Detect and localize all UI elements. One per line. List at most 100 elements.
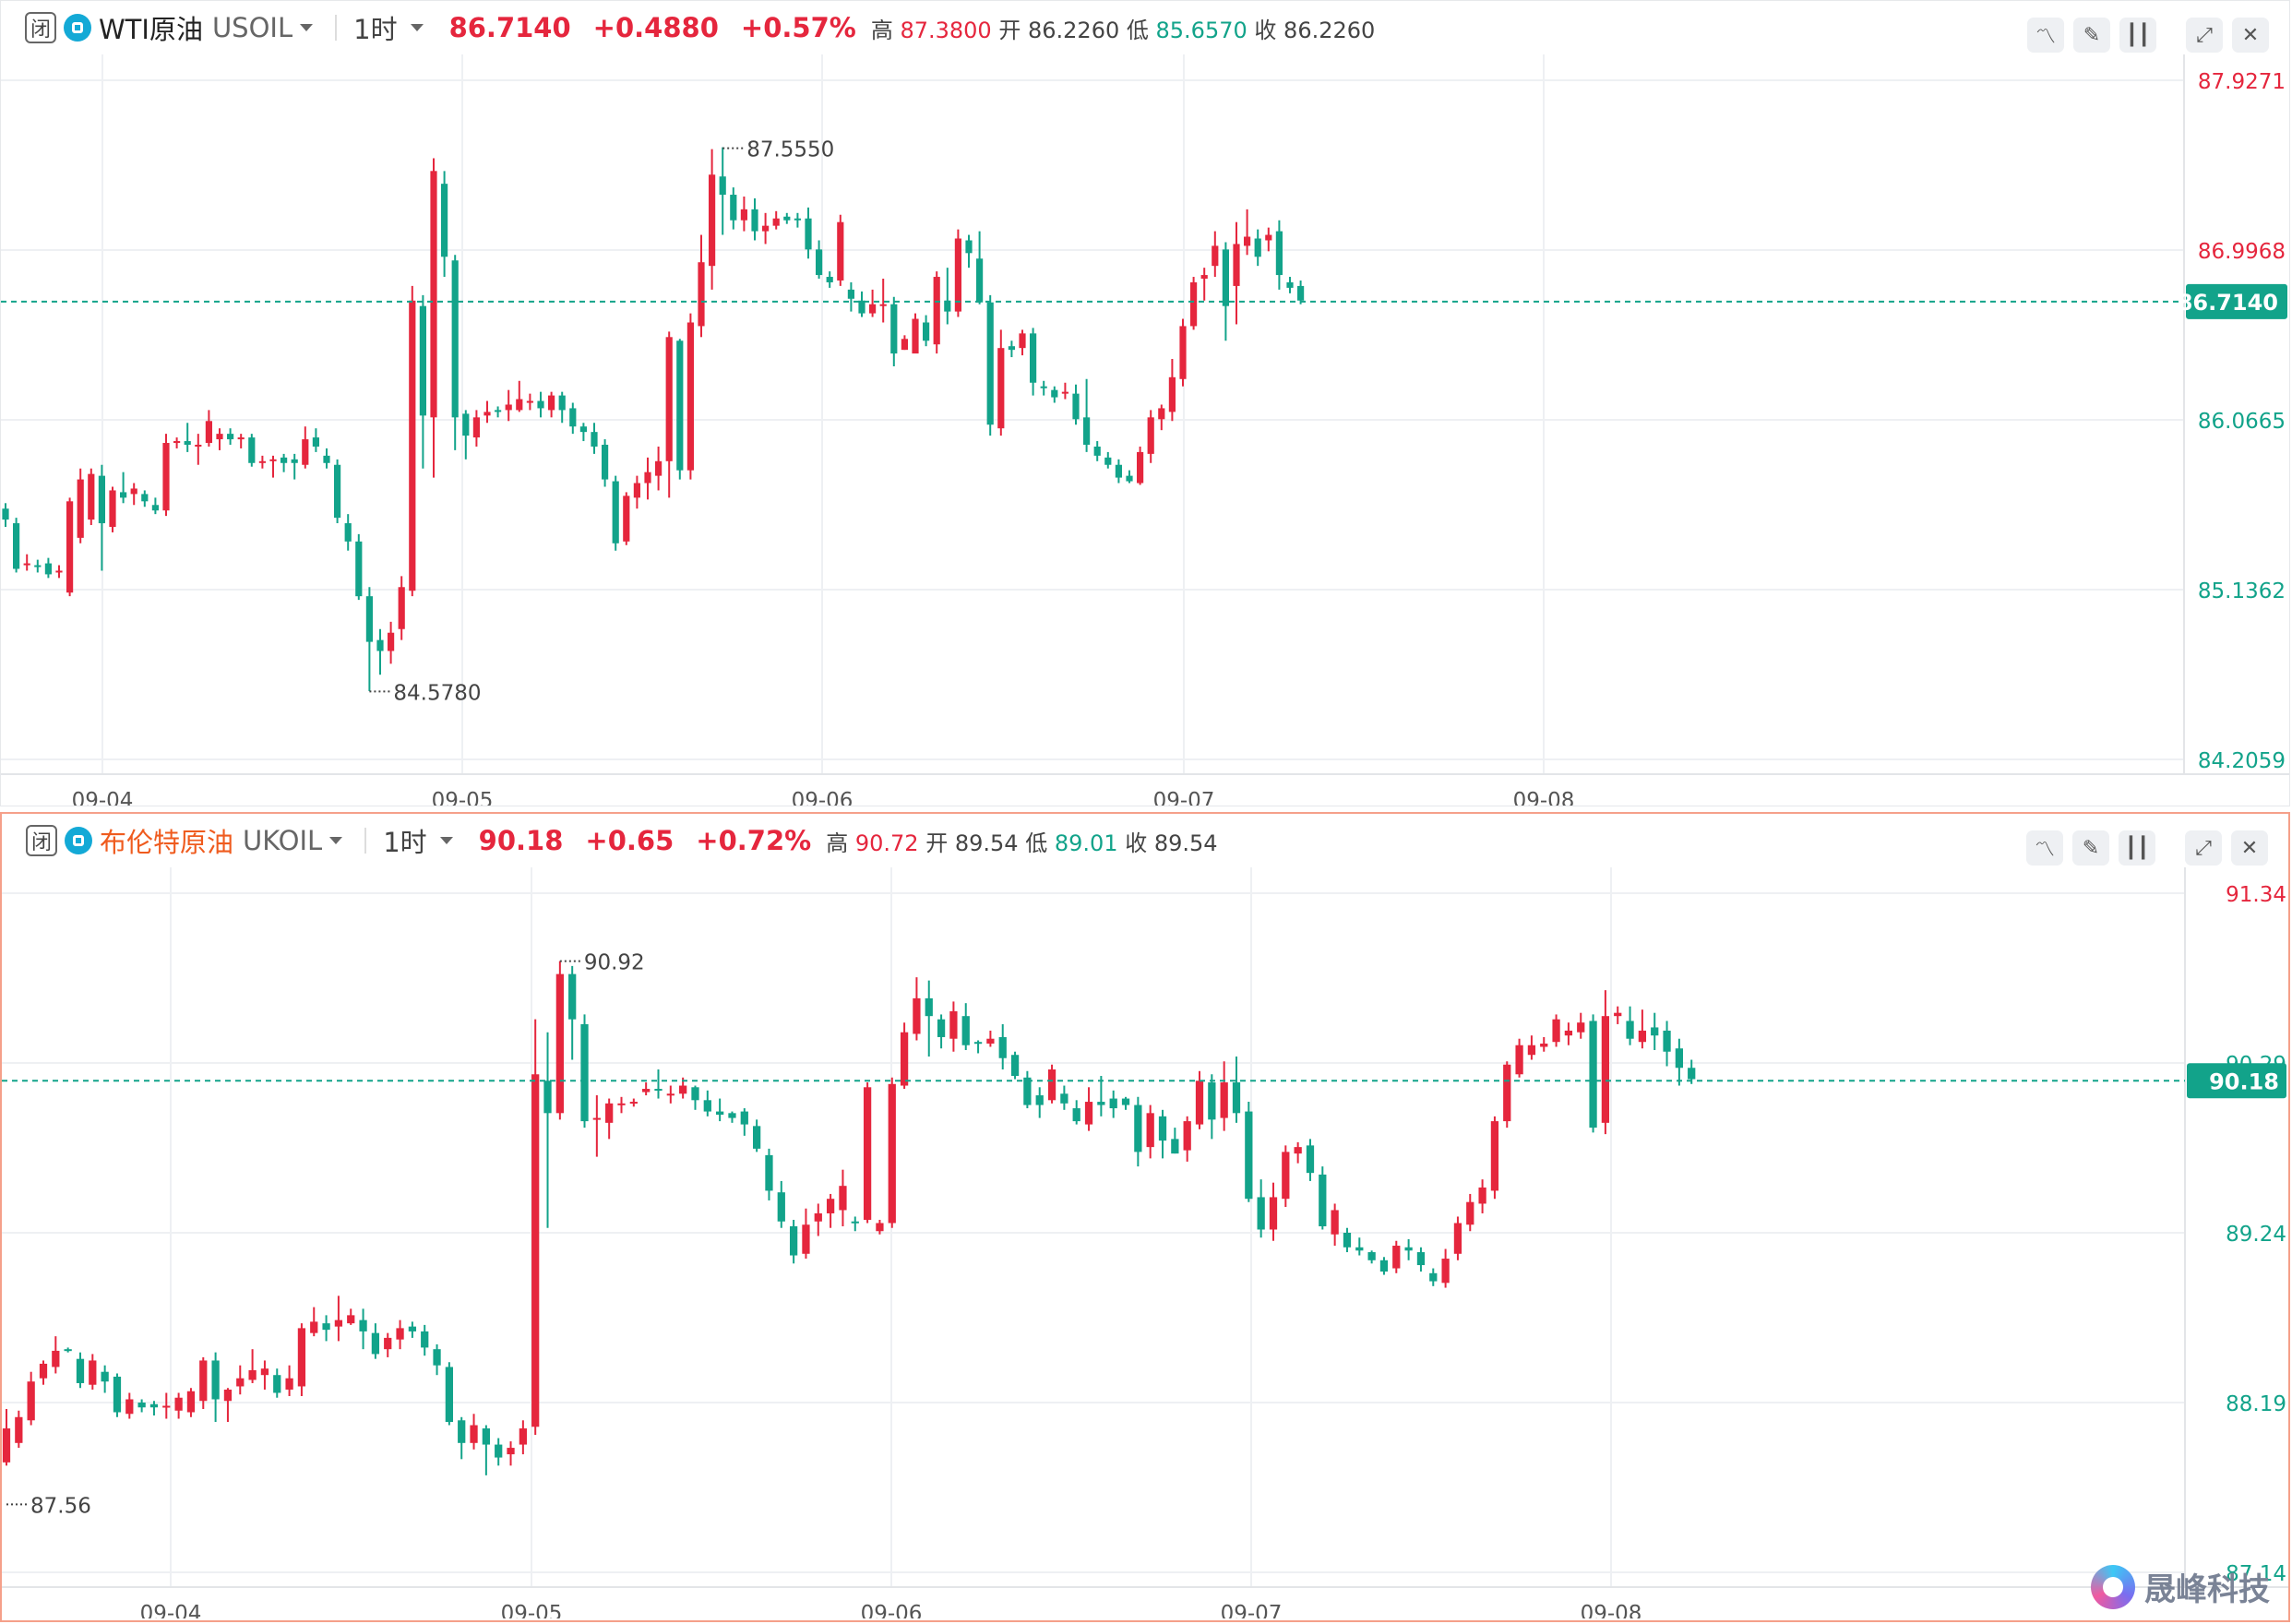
low-value: 89.01 — [1054, 830, 1118, 856]
brent-header: 闭 布伦特原油 UKOIL 1时 90.18 +0.65 +0.72% 高 90… — [2, 814, 2288, 867]
candle-body — [691, 1087, 699, 1101]
candle-body — [419, 305, 426, 416]
candle-body — [334, 1320, 343, 1327]
candle-body — [1083, 417, 1091, 445]
candle-body — [709, 174, 716, 267]
y-tick-label: 91.34 — [2226, 883, 2286, 907]
candle-body — [1023, 1077, 1032, 1105]
pencil-icon[interactable]: ✎ — [2072, 830, 2109, 866]
watermark-text: 晟峰科技 — [2144, 1571, 2270, 1608]
pencil-icon[interactable]: ✎ — [2073, 18, 2110, 53]
expand-icon[interactable]: ⤢ — [2186, 18, 2223, 53]
candle-body — [186, 1391, 196, 1413]
candle-body — [1195, 1081, 1204, 1125]
price-change-pct: +0.72% — [696, 825, 812, 856]
candle-body — [472, 417, 480, 438]
candle-body — [762, 225, 770, 232]
candlestick-icon[interactable]: ┃┃ — [2119, 830, 2155, 866]
brand-logo-icon — [2091, 1564, 2135, 1609]
candle-body — [98, 475, 105, 524]
watermark: 晟峰科技 — [2091, 1564, 2270, 1609]
close-icon[interactable]: ✕ — [2231, 830, 2268, 866]
wti-chart-panel[interactable]: 闭 WTI原油 USOIL 1时 86.7140 +0.4880 +0.57% … — [0, 0, 2290, 806]
candle-body — [113, 1376, 122, 1413]
close-icon[interactable]: ✕ — [2232, 18, 2269, 53]
candle-body — [961, 1016, 970, 1045]
candle-body — [526, 400, 533, 403]
candle-body — [1601, 1016, 1610, 1123]
candle-body — [64, 1349, 72, 1352]
candle-body — [347, 1315, 355, 1324]
candle-body — [1306, 1145, 1315, 1174]
candle-body — [1097, 1102, 1105, 1105]
line-chart-icon[interactable]: 〽 — [2026, 830, 2063, 866]
candle-body — [23, 563, 30, 566]
period-dropdown-icon[interactable] — [410, 24, 424, 31]
period-selector[interactable]: 1时 — [353, 14, 398, 45]
candle-body — [1245, 1111, 1253, 1200]
candle-body — [1208, 1082, 1216, 1120]
symbol-dropdown-icon[interactable] — [300, 24, 314, 31]
period-selector[interactable]: 1时 — [383, 827, 427, 858]
symbol-name[interactable]: WTI原油 — [99, 14, 203, 45]
candle-body — [258, 460, 266, 463]
brent-chart-panel[interactable]: 闭 布伦特原油 UKOIL 1时 90.18 +0.65 +0.72% 高 90… — [0, 812, 2290, 1622]
high-label: 高 — [870, 17, 893, 43]
close-value: 86.2260 — [1283, 17, 1376, 43]
symbol-code[interactable]: USOIL — [211, 12, 293, 43]
x-tick-label: 09-08 — [1581, 1602, 1642, 1618]
price-change-pct: +0.57% — [740, 12, 856, 43]
chart-toolbar: 〽 ✎ ┃┃ ⤢ ✕ — [2027, 18, 2269, 53]
candle-body — [1254, 238, 1261, 257]
candle-body — [216, 434, 223, 440]
candle-body — [1286, 281, 1294, 288]
candle-body — [937, 1019, 946, 1037]
expand-icon[interactable]: ⤢ — [2185, 830, 2222, 866]
symbol-dropdown-icon[interactable] — [329, 837, 343, 844]
line-chart-icon[interactable]: 〽 — [2027, 18, 2064, 53]
candle-body — [879, 304, 887, 306]
high-label: 高 — [826, 830, 849, 856]
candle-body — [495, 1444, 503, 1458]
candle-body — [1126, 475, 1133, 482]
candle-body — [901, 339, 908, 351]
candle-body — [1331, 1210, 1339, 1235]
market-closed-badge: 闭 — [25, 12, 56, 43]
candle-body — [109, 490, 116, 528]
x-tick-label: 09-07 — [1221, 1602, 1283, 1618]
candle-body — [441, 184, 448, 257]
candle-body — [1515, 1045, 1523, 1075]
candle-body — [665, 337, 673, 461]
candle-body — [1115, 464, 1122, 478]
candle-body — [323, 455, 330, 463]
brent-candlestick-chart[interactable]: 91.3490.2989.2488.1987.1409-0409-0509-06… — [2, 867, 2288, 1618]
candle-body — [13, 523, 20, 569]
candle-body — [388, 632, 395, 651]
symbol-name[interactable]: 布伦特原油 — [100, 827, 234, 858]
candle-body — [944, 300, 951, 312]
candle-body — [644, 472, 651, 484]
candle-body — [655, 460, 663, 476]
extreme-label: 87.56 — [30, 1494, 91, 1518]
x-tick-label: 09-05 — [432, 789, 494, 806]
last-price: 86.7140 — [448, 12, 571, 43]
candle-body — [269, 459, 277, 461]
candle-body — [55, 570, 63, 573]
x-tick-label: 09-06 — [861, 1602, 923, 1618]
candle-body — [433, 1349, 441, 1366]
period-dropdown-icon[interactable] — [439, 837, 453, 844]
candlestick-icon[interactable]: ┃┃ — [2119, 18, 2156, 53]
candle-body — [851, 1221, 859, 1224]
wti-candlestick-chart[interactable]: 87.9271 86.9968 86.0665 85.1362 84.2059 09-04… — [1, 54, 2289, 806]
candle-body — [858, 300, 865, 314]
candle-body — [334, 464, 341, 519]
candle-body — [495, 410, 502, 412]
symbol-code[interactable]: UKOIL — [243, 825, 323, 856]
candle-body — [1072, 1108, 1080, 1122]
candle-body — [752, 1126, 761, 1149]
candle-body — [558, 395, 566, 411]
open-label: 开 — [998, 17, 1021, 43]
y-tick-label: 85.1362 — [2198, 579, 2286, 603]
candle-body — [1675, 1048, 1684, 1069]
y-tick-label: 86.0665 — [2198, 410, 2286, 434]
